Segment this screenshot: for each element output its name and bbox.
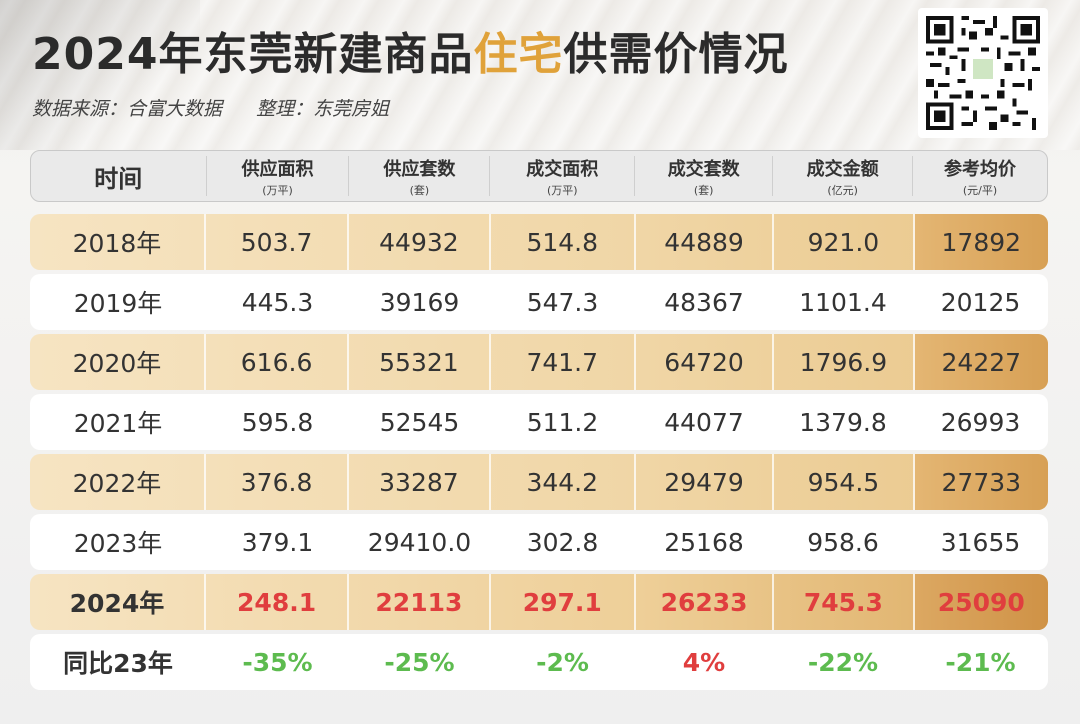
- cell-sales-amount: 745.3: [774, 574, 915, 630]
- cell-avg-price: 20125: [940, 287, 1021, 317]
- cell-supply-area: 503.7: [206, 214, 350, 270]
- cell-supply-units: 33287: [349, 454, 491, 510]
- header-sales-amount: 成交金额 (亿元): [773, 156, 914, 197]
- cell-sold-area: 297.1: [491, 574, 636, 630]
- cell-year: 2021年: [73, 409, 163, 438]
- cell-yoy-supply-units: -25%: [384, 647, 455, 677]
- header-supply-area: 供应面积 (万平): [207, 156, 350, 197]
- header-sold-area: 成交面积 (万平): [490, 156, 636, 197]
- cell-supply-units: 55321: [349, 334, 491, 390]
- table-row-yoy: 同比23年 -35% -25% -2% 4% -22% -21%: [30, 634, 1048, 690]
- cell-sold-units: 44889: [636, 214, 775, 270]
- data-source-text: 数据来源：合富大数据: [32, 98, 223, 120]
- cell-avg-price: 26993: [940, 407, 1021, 437]
- cell-supply-units: 52545: [379, 407, 460, 437]
- qr-code-icon: [918, 8, 1048, 138]
- table-row: 2020年 616.6 55321 741.7 64720 1796.9 242…: [30, 334, 1048, 390]
- cell-supply-area: 379.1: [241, 527, 314, 557]
- cell-supply-area: 595.8: [241, 407, 314, 437]
- cell-avg-price: 25090: [914, 574, 1048, 630]
- table-row: 2022年 376.8 33287 344.2 29479 954.5 2773…: [30, 454, 1048, 510]
- cell-avg-price: 31655: [940, 527, 1021, 557]
- cell-supply-units: 44932: [349, 214, 491, 270]
- cell-sold-area: 741.7: [491, 334, 636, 390]
- header-background: [0, 0, 1080, 150]
- table-header: 时间 供应面积 (万平) 供应套数 (套) 成交面积 (万平) 成交套数 (套) 成交金…: [30, 150, 1048, 202]
- cell-year: 2023年: [73, 529, 163, 558]
- cell-avg-price: 24227: [914, 334, 1048, 390]
- cell-avg-price: 27733: [914, 454, 1048, 510]
- table-row-current-year: 2024年 248.1 22113 297.1 26233 745.3 2509…: [30, 574, 1048, 630]
- cell-yoy-supply-area: -35%: [242, 647, 313, 677]
- cell-yoy-label: 同比23年: [63, 649, 173, 678]
- cell-yoy-sold-units: 4%: [682, 647, 726, 677]
- compiled-by-text: 整理：东莞房姐: [256, 98, 390, 120]
- cell-yoy-avg-price: -21%: [945, 647, 1016, 677]
- header-avg-price: 参考均价 (元/平): [944, 158, 1017, 197]
- data-source: 数据来源：合富大数据 整理：东莞房姐: [32, 94, 417, 121]
- cell-sold-area: 302.8: [526, 527, 599, 557]
- cell-supply-units: 39169: [379, 287, 460, 317]
- header-time: 时间: [31, 156, 207, 196]
- cell-avg-price: 17892: [914, 214, 1048, 270]
- table-row: 2019年 445.3 39169 547.3 48367 1101.4 201…: [30, 274, 1048, 330]
- cell-sold-units: 48367: [664, 287, 744, 317]
- cell-sales-amount: 1101.4: [799, 287, 887, 317]
- cell-year: 2024年: [30, 574, 206, 630]
- cell-sales-amount: 921.0: [774, 214, 915, 270]
- cell-sales-amount: 1796.9: [774, 334, 915, 390]
- table-row: 2021年 595.8 52545 511.2 44077 1379.8 269…: [30, 394, 1048, 450]
- cell-sold-units: 26233: [636, 574, 775, 630]
- header-sold-units: 成交套数 (套): [635, 156, 774, 197]
- cell-year: 2018年: [30, 214, 206, 270]
- cell-supply-units: 22113: [349, 574, 491, 630]
- cell-sold-area: 344.2: [491, 454, 636, 510]
- title-highlight: 住宅: [473, 29, 564, 80]
- cell-sales-amount: 1379.8: [799, 407, 887, 437]
- cell-supply-units: 29410.0: [367, 527, 472, 557]
- cell-sold-area: 547.3: [526, 287, 599, 317]
- cell-supply-area: 616.6: [206, 334, 350, 390]
- cell-sales-amount: 954.5: [774, 454, 915, 510]
- cell-sold-units: 64720: [636, 334, 775, 390]
- cell-year: 2022年: [30, 454, 206, 510]
- header-shadow: [0, 0, 200, 150]
- cell-sold-area: 514.8: [491, 214, 636, 270]
- cell-yoy-sales-amount: -22%: [807, 647, 879, 677]
- cell-supply-area: 445.3: [241, 287, 314, 317]
- cell-supply-area: 376.8: [206, 454, 350, 510]
- cell-sales-amount: 958.6: [807, 527, 879, 557]
- cell-yoy-sold-area: -2%: [536, 647, 589, 677]
- cell-sold-area: 511.2: [526, 407, 599, 437]
- header-supply-units: 供应套数 (套): [349, 156, 491, 197]
- cell-sold-units: 29479: [636, 454, 775, 510]
- cell-sold-units: 44077: [664, 407, 744, 437]
- cell-supply-area: 248.1: [206, 574, 350, 630]
- table-row: 2018年 503.7 44932 514.8 44889 921.0 1789…: [30, 214, 1048, 270]
- cell-sold-units: 25168: [664, 527, 744, 557]
- cell-year: 2019年: [73, 289, 163, 318]
- table-row: 2023年 379.1 29410.0 302.8 25168 958.6 31…: [30, 514, 1048, 570]
- page-title: 2024年东莞新建商品住宅供需价情况: [32, 29, 789, 80]
- cell-year: 2020年: [30, 334, 206, 390]
